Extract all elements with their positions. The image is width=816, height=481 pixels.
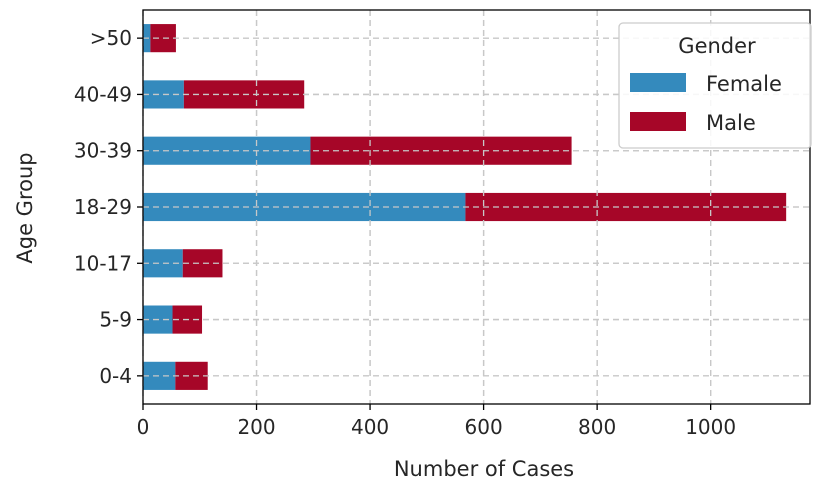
legend-swatch-male	[630, 112, 686, 131]
x-tick-label-0: 0	[137, 415, 150, 439]
legend-swatch-female	[630, 73, 686, 92]
legend-label-female: Female	[706, 72, 782, 96]
legend-title: Gender	[678, 34, 756, 58]
x-tick-label-200: 200	[237, 415, 275, 439]
legend: Gender Female Male	[618, 22, 812, 149]
y-tick-label-0-4: 0-4	[99, 364, 132, 388]
y-tick-label-40-49: 40-49	[74, 82, 132, 106]
bars	[142, 10, 810, 404]
x-tick-label-800: 800	[578, 415, 616, 439]
y-tick-label-gt50: >50	[90, 26, 132, 50]
bar-male-0-4	[175, 361, 208, 390]
x-tick-label-1000: 1000	[685, 415, 736, 439]
x-axis-label: Number of Cases	[394, 457, 574, 481]
x-tick-label-400: 400	[351, 415, 389, 439]
bar-male-30-39	[310, 136, 572, 165]
y-tick-label-18-29: 18-29	[74, 195, 132, 219]
y-tick-label-10-17: 10-17	[74, 251, 132, 275]
axes: 0 200 400 600 800 1000 0-4 5-9 10-17 18-29 30-39 40…	[74, 9, 811, 439]
y-axis-label: Age Group	[13, 152, 37, 263]
y-tick-label-5-9: 5-9	[99, 308, 132, 332]
x-tick-label-600: 600	[465, 415, 503, 439]
legend-label-male: Male	[706, 111, 756, 135]
y-tick-label-30-39: 30-39	[74, 139, 132, 163]
